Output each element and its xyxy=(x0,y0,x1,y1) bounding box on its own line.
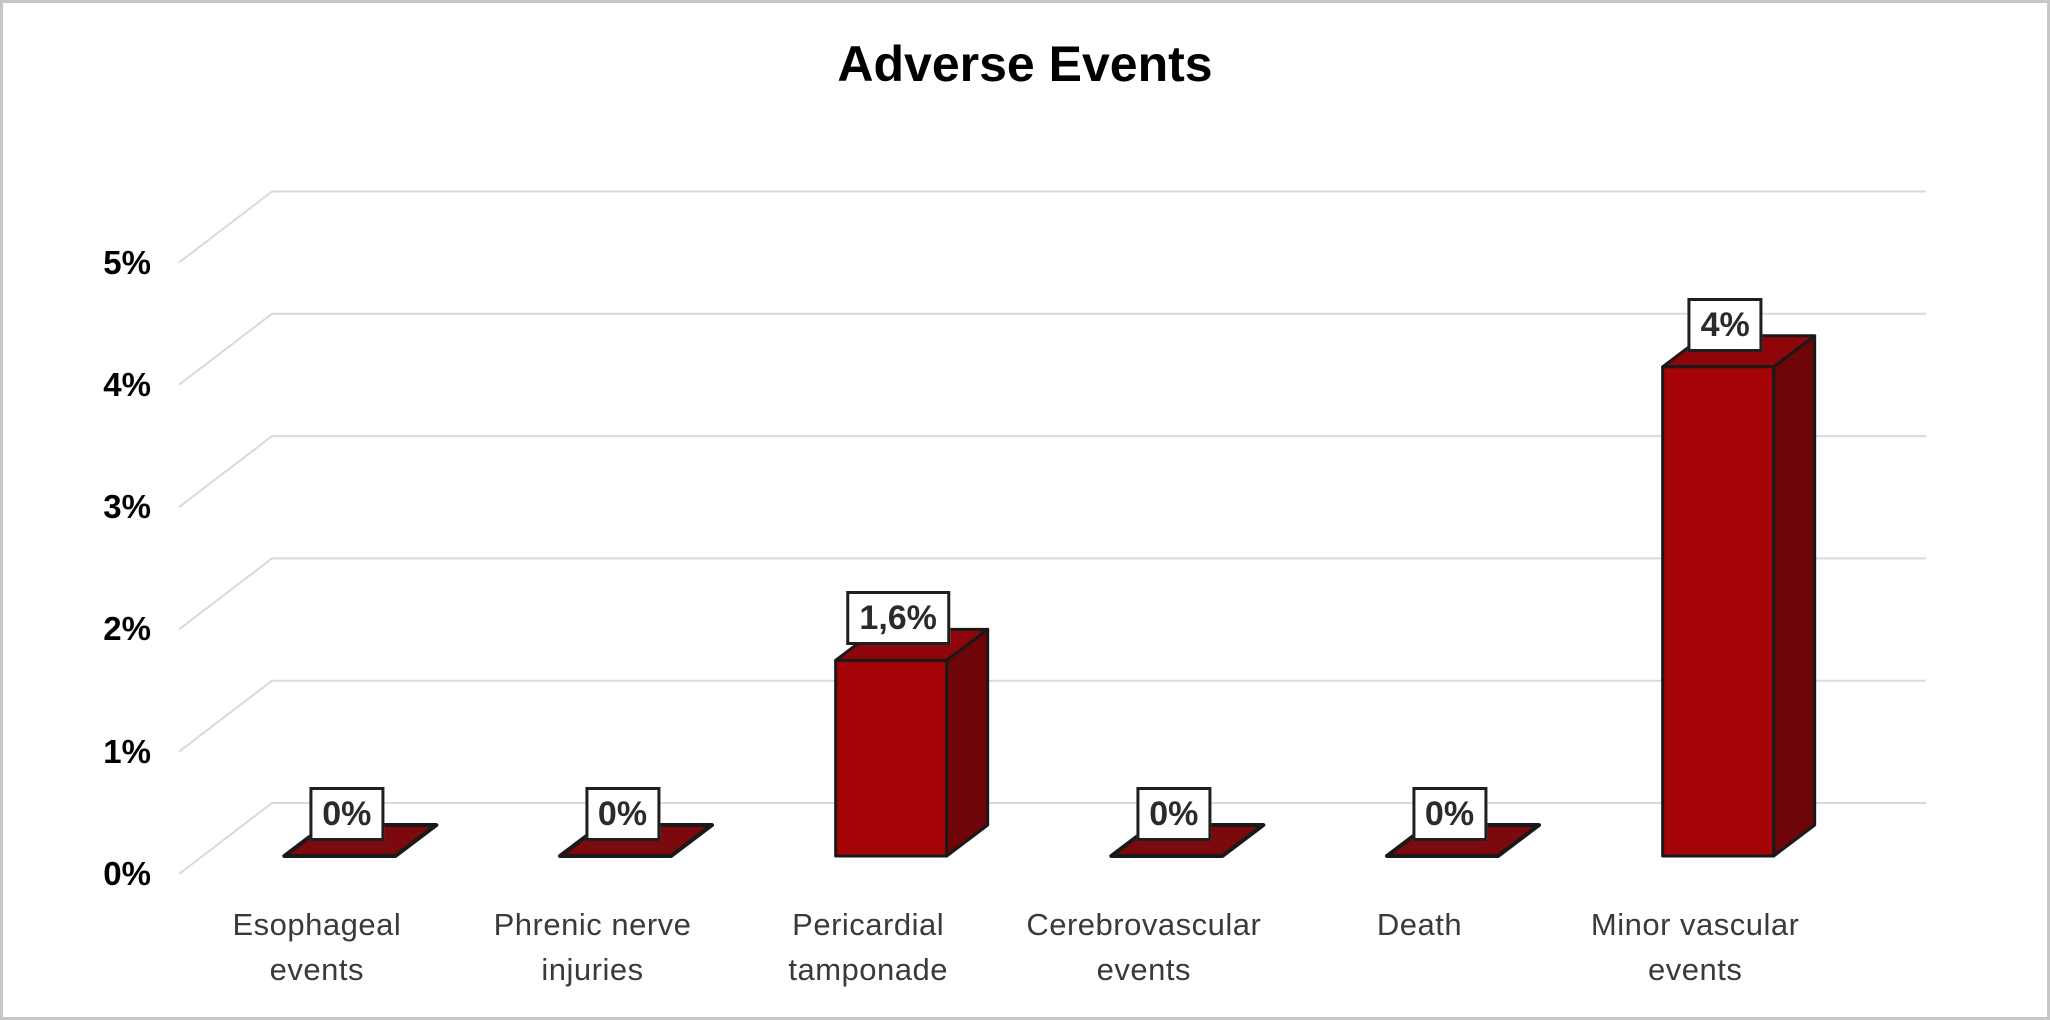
bar-side-face xyxy=(945,627,990,858)
value-label: 0% xyxy=(309,787,385,841)
value-label: 0% xyxy=(1411,787,1488,841)
gridline xyxy=(178,679,1926,753)
value-label: 0% xyxy=(584,787,661,841)
category-label: Phrenic nerve injuries xyxy=(493,907,692,987)
category-label: Pericardial tamponade xyxy=(788,907,948,987)
plot-area-svg xyxy=(178,190,1926,875)
gridline xyxy=(178,557,1926,631)
value-label: 0% xyxy=(1136,787,1212,841)
y-axis-tick-label: 2% xyxy=(103,610,151,648)
y-axis-tick-label: 5% xyxy=(103,243,151,281)
gridline xyxy=(178,312,1926,386)
y-axis-tick-label: 0% xyxy=(103,855,151,892)
category-label: Death xyxy=(1376,907,1463,942)
bar-front-face xyxy=(1661,365,1776,858)
value-label: 1,6% xyxy=(846,591,950,646)
category-label: Cerebrovascular events xyxy=(1026,907,1262,987)
bar-side-face xyxy=(1772,334,1817,858)
y-axis-tick-label: 4% xyxy=(103,365,151,403)
chart-title: Adverse Events xyxy=(837,36,1213,92)
bar-front-face xyxy=(834,658,949,858)
gridline xyxy=(178,802,1926,875)
category-label: Esophageal events xyxy=(232,907,402,987)
gridline xyxy=(178,435,1926,508)
gridline xyxy=(178,190,1926,264)
y-axis-tick-label: 1% xyxy=(103,732,151,770)
category-label: Minor vascular events xyxy=(1590,907,1800,987)
value-label: 4% xyxy=(1687,297,1763,352)
y-axis-tick-label: 3% xyxy=(103,488,151,526)
